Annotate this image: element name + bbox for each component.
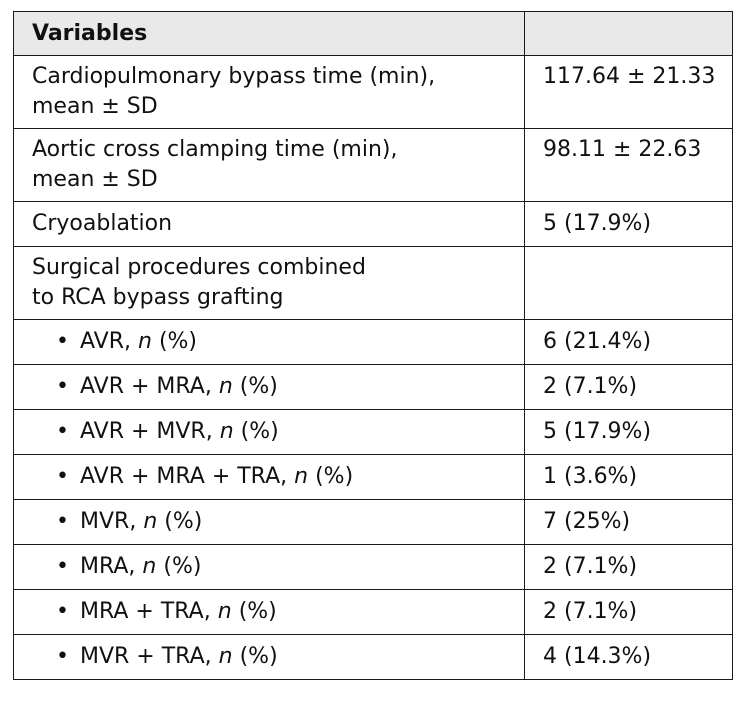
- n-symbol: n: [137, 329, 152, 354]
- sub-label-text: MRA,: [80, 554, 136, 579]
- pct-text: (%): [239, 644, 278, 669]
- bullet-icon: •: [56, 509, 69, 534]
- sub-label-text: AVR + MVR,: [80, 419, 213, 444]
- row-label-line: Surgical procedures combined: [32, 255, 366, 280]
- sub-row-value: 2 (7.1%): [524, 589, 733, 635]
- sub-row-label: • MRA + TRA, n (%): [13, 589, 525, 635]
- table-row-sub: • MRA + TRA, n (%) 2 (7.1%): [13, 589, 733, 635]
- pct-text: (%): [239, 374, 278, 399]
- sub-label-text: MVR,: [80, 509, 137, 534]
- table-row: Aortic cross clamping time (min), mean ±…: [13, 128, 733, 202]
- table-row: Cardiopulmonary bypass time (min), mean …: [13, 55, 733, 129]
- header-variables: Variables: [13, 11, 525, 56]
- n-symbol: n: [294, 464, 309, 489]
- sub-row-label: • AVR + MRA + TRA, n (%): [13, 454, 525, 500]
- bullet-icon: •: [56, 329, 69, 354]
- sub-row-value: 2 (7.1%): [524, 544, 733, 590]
- n-symbol: n: [143, 509, 158, 534]
- row-value: 5 (17.9%): [524, 201, 733, 247]
- row-label-line: mean ± SD: [32, 94, 158, 119]
- table-row-sub: • MVR, n (%) 7 (25%): [13, 499, 733, 545]
- n-symbol: n: [218, 644, 233, 669]
- bullet-icon: •: [56, 464, 69, 489]
- pct-text: (%): [238, 599, 277, 624]
- row-label-line: Cardiopulmonary bypass time (min),: [32, 64, 436, 89]
- table-row: Cryoablation 5 (17.9%): [13, 201, 733, 247]
- sub-row-label: • AVR + MVR, n (%): [13, 409, 525, 455]
- n-symbol: n: [142, 554, 157, 579]
- variables-table: Variables Cardiopulmonary bypass time (m…: [13, 11, 733, 680]
- sub-row-label: • MVR + TRA, n (%): [13, 634, 525, 680]
- pct-text: (%): [163, 554, 202, 579]
- bullet-icon: •: [56, 419, 69, 444]
- row-label: Surgical procedures combined to RCA bypa…: [13, 246, 525, 320]
- pct-text: (%): [240, 419, 279, 444]
- bullet-icon: •: [56, 644, 69, 669]
- table-row-sub: • AVR + MRA + TRA, n (%) 1 (3.6%): [13, 454, 733, 500]
- n-symbol: n: [217, 599, 232, 624]
- pct-text: (%): [158, 329, 198, 354]
- row-label: Aortic cross clamping time (min), mean ±…: [13, 128, 525, 202]
- pct-text: (%): [315, 464, 354, 489]
- sub-label-text: MVR + TRA,: [80, 644, 212, 669]
- row-value: 117.64 ± 21.33: [524, 55, 733, 129]
- row-label-line: to RCA bypass grafting: [32, 285, 284, 310]
- variables-table-container: Variables Cardiopulmonary bypass time (m…: [13, 11, 733, 680]
- sub-label-text: MRA + TRA,: [80, 599, 211, 624]
- table-row-sub: • MVR + TRA, n (%) 4 (14.3%): [13, 634, 733, 680]
- sub-row-value: 5 (17.9%): [524, 409, 733, 455]
- sub-row-label: • MVR, n (%): [13, 499, 525, 545]
- sub-row-value: 1 (3.6%): [524, 454, 733, 500]
- pct-text: (%): [164, 509, 203, 534]
- bullet-icon: •: [56, 599, 69, 624]
- sub-row-label: • MRA, n (%): [13, 544, 525, 590]
- table-row-sub: • AVR, n (%) 6 (21.4%): [13, 319, 733, 365]
- sub-row-value: 4 (14.3%): [524, 634, 733, 680]
- row-label: Cryoablation: [13, 201, 525, 247]
- sub-label-text: AVR + MRA + TRA,: [80, 464, 288, 489]
- sub-row-label: • AVR, n (%): [13, 319, 525, 365]
- row-value: [524, 246, 733, 320]
- sub-label-text: AVR + MRA,: [80, 374, 212, 399]
- row-label: Cardiopulmonary bypass time (min), mean …: [13, 55, 525, 129]
- table-row-sub: • MRA, n (%) 2 (7.1%): [13, 544, 733, 590]
- table-header-row: Variables: [13, 11, 733, 56]
- sub-label-text: AVR,: [80, 329, 131, 354]
- row-label-line: Aortic cross clamping time (min),: [32, 137, 398, 162]
- sub-row-value: 6 (21.4%): [524, 319, 733, 365]
- sub-row-value: 7 (25%): [524, 499, 733, 545]
- table-row-sub: • AVR + MVR, n (%) 5 (17.9%): [13, 409, 733, 455]
- bullet-icon: •: [56, 374, 69, 399]
- header-values: [524, 11, 733, 56]
- n-symbol: n: [218, 374, 233, 399]
- sub-row-value: 2 (7.1%): [524, 364, 733, 410]
- bullet-icon: •: [56, 554, 69, 579]
- table-row: Surgical procedures combined to RCA bypa…: [13, 246, 733, 320]
- row-label-line: mean ± SD: [32, 167, 158, 192]
- row-value: 98.11 ± 22.63: [524, 128, 733, 202]
- table-row-sub: • AVR + MRA, n (%) 2 (7.1%): [13, 364, 733, 410]
- sub-row-label: • AVR + MRA, n (%): [13, 364, 525, 410]
- n-symbol: n: [219, 419, 234, 444]
